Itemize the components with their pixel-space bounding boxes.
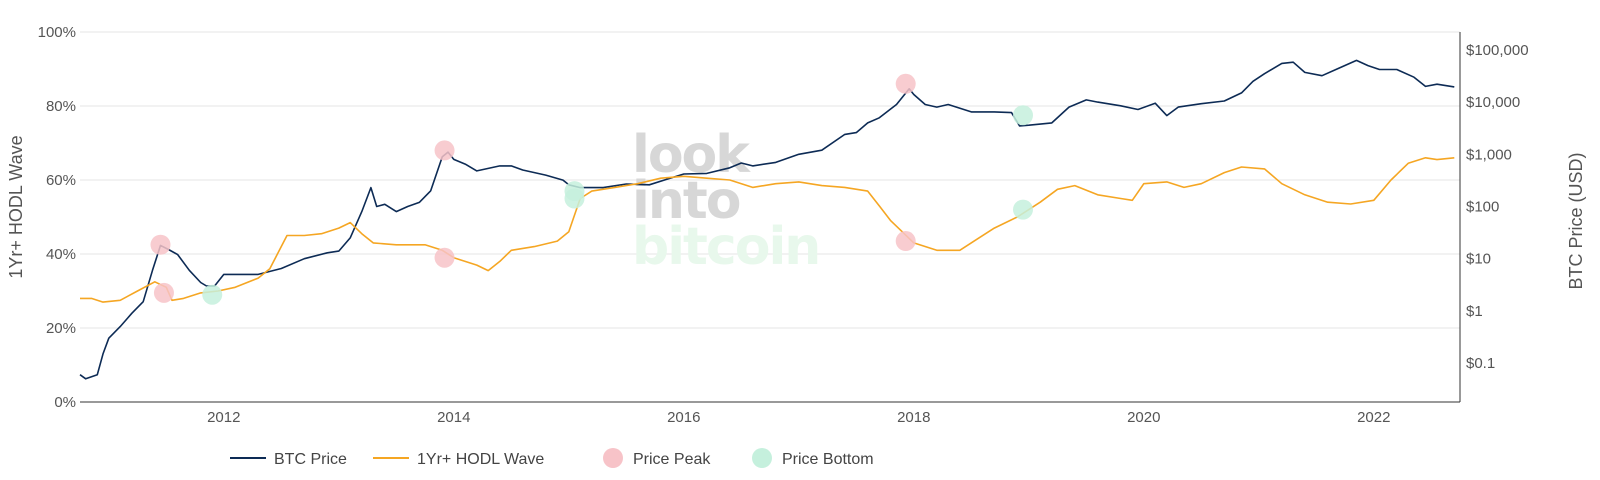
x-tick-label: 2018	[897, 409, 930, 426]
x-tick-label: 2016	[667, 409, 700, 426]
x-tick-label: 2022	[1357, 409, 1390, 426]
y-right-tick-label: $1	[1466, 303, 1483, 320]
btc-price-line	[79, 59, 1455, 380]
price-peak-marker	[895, 73, 916, 94]
legend-item: 1Yr+ HODL Wave	[373, 451, 544, 468]
y-left-tick-label: 100%	[38, 24, 76, 41]
watermark-word: bitcoin	[632, 217, 819, 277]
axes: 0% 20% 40% 60% 80% 100% $0.1 $1 $10 $100 $1,000 $10…	[6, 24, 1586, 426]
y-left-tick-label: 80%	[46, 98, 76, 115]
series-layer	[79, 59, 1455, 380]
hodl-wave-line	[80, 157, 1455, 303]
legend-item: BTC Price	[230, 451, 347, 468]
price-bottom-marker	[1013, 105, 1033, 126]
price-peak-marker	[150, 234, 171, 255]
y-left-axis-title: 1Yr+ HODL Wave	[6, 135, 26, 278]
y-left-tick-label: 20%	[46, 320, 76, 337]
price-peak-marker	[895, 231, 916, 252]
x-tick-label: 2020	[1127, 409, 1160, 426]
price-peak-marker	[434, 247, 455, 268]
legend-label: 1Yr+ HODL Wave	[417, 451, 544, 468]
legend-item: Price Peak	[603, 448, 711, 468]
price-peak-marker	[434, 140, 455, 161]
price-bottom-marker	[202, 284, 223, 305]
x-tick-label: 2014	[437, 409, 470, 426]
legend-label: Price Peak	[633, 451, 711, 468]
price-bottom-marker	[1013, 199, 1033, 220]
y-right-tick-label: $1,000	[1466, 146, 1512, 163]
legend-swatch-dot	[752, 448, 772, 468]
legend-item: Price Bottom	[752, 448, 874, 468]
marker-layer	[150, 73, 1033, 305]
watermark-word: look	[632, 125, 751, 185]
legend-label: Price Bottom	[782, 451, 874, 468]
y-right-axis-title: BTC Price (USD)	[1566, 152, 1586, 289]
legend-swatch-dot	[603, 448, 623, 468]
y-left-tick-label: 40%	[46, 246, 76, 263]
y-right-tick-label: $100,000	[1466, 42, 1529, 59]
y-right-tick-label: $10	[1466, 251, 1491, 268]
y-right-tick-label: $0.1	[1466, 355, 1495, 372]
x-tick-label: 2012	[207, 409, 240, 426]
y-left-tick-label: 60%	[46, 172, 76, 189]
gridlines	[80, 31, 1460, 329]
legend-label: BTC Price	[274, 451, 347, 468]
y-left-tick-label: 0%	[54, 394, 76, 411]
price-bottom-marker	[564, 188, 585, 209]
legend: BTC Price 1Yr+ HODL Wave Price Peak Price B…	[230, 448, 874, 468]
y-right-tick-label: $10,000	[1466, 94, 1520, 111]
y-right-tick-label: $100	[1466, 198, 1499, 215]
price-peak-marker	[153, 282, 174, 303]
